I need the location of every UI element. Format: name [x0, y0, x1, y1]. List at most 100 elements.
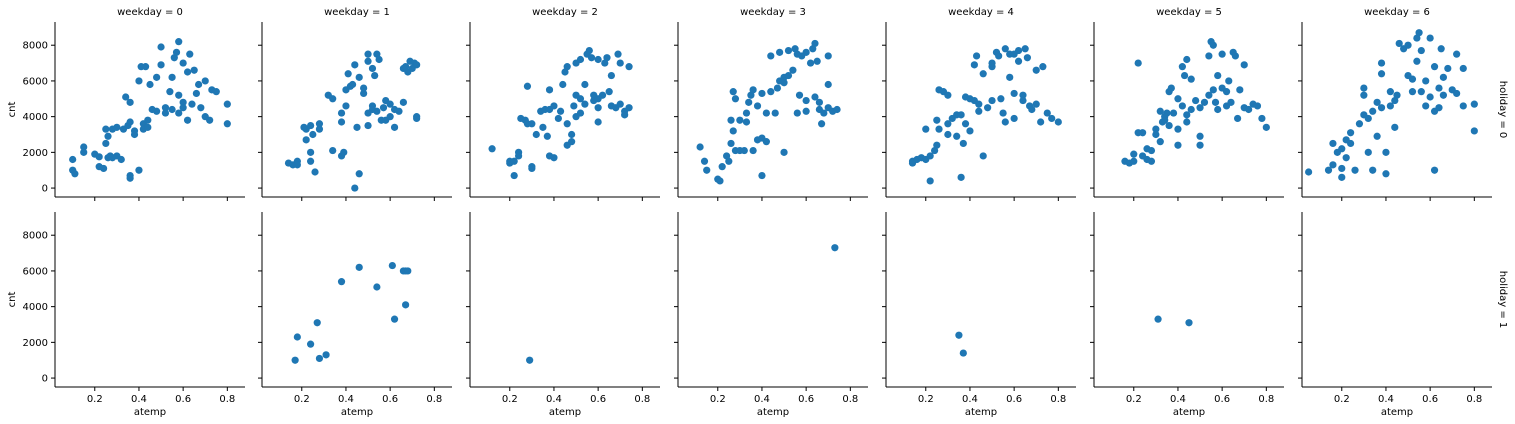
- scatter-point: [1054, 118, 1062, 126]
- scatter-point: [813, 57, 821, 65]
- scatter-point: [581, 100, 589, 108]
- scatter-point: [1152, 125, 1160, 133]
- scatter-point: [550, 154, 558, 162]
- scatter-point: [404, 267, 412, 275]
- scatter-point: [130, 130, 139, 139]
- scatter-point: [309, 130, 317, 139]
- scatter-point: [360, 84, 368, 92]
- facet-column-title: weekday = 1: [324, 7, 390, 18]
- scatter-point: [731, 95, 740, 103]
- scatter-point: [1329, 161, 1337, 169]
- scatter-point: [355, 263, 363, 271]
- facet-column-title: weekday = 5: [1156, 7, 1222, 18]
- scatter-point: [1010, 89, 1018, 98]
- scatter-point: [1470, 127, 1478, 135]
- scatter-point: [179, 59, 187, 67]
- scatter-point: [195, 80, 203, 89]
- scatter-point: [1377, 59, 1386, 67]
- scatter-point: [1240, 61, 1248, 69]
- scatter-point: [1001, 118, 1009, 126]
- x-tick-label: 0.4: [1170, 394, 1186, 405]
- scatter-point: [824, 52, 832, 60]
- scatter-point: [102, 139, 110, 148]
- facet-column-title: weekday = 0: [117, 7, 183, 18]
- scatter-point: [1147, 157, 1156, 165]
- scatter-point: [1364, 114, 1372, 123]
- x-tick-label: 0.8: [1258, 394, 1274, 405]
- scatter-point: [351, 61, 359, 69]
- x-tick-label: 0.6: [1422, 394, 1438, 405]
- scatter-point: [1187, 75, 1195, 83]
- scatter-point: [1393, 91, 1401, 99]
- scatter-point: [559, 80, 567, 89]
- y-axis-label: cnt: [7, 292, 18, 308]
- scatter-point: [1174, 125, 1182, 133]
- scatter-point: [1437, 45, 1445, 53]
- scatter-point: [322, 351, 330, 359]
- scatter-point: [820, 109, 828, 117]
- scatter-point: [784, 71, 793, 80]
- scatter-point: [166, 88, 174, 96]
- scatter-point: [307, 157, 315, 165]
- scatter-point: [1439, 91, 1447, 99]
- scatter-point: [1209, 41, 1217, 49]
- scatter-point: [1377, 70, 1386, 78]
- scatter-point: [1391, 123, 1399, 131]
- x-tick-label: 0.4: [338, 394, 354, 405]
- scatter-point: [386, 100, 394, 108]
- scatter-point: [1364, 148, 1372, 156]
- scatter-point: [1435, 84, 1443, 92]
- scatter-point: [1347, 139, 1355, 148]
- scatter-point: [1245, 105, 1253, 114]
- scatter-point: [1262, 123, 1270, 131]
- scatter-point: [1167, 84, 1175, 92]
- scatter-point: [811, 93, 819, 101]
- scatter-point: [315, 354, 324, 363]
- scatter-point: [1021, 45, 1029, 53]
- scatter-point: [102, 125, 110, 133]
- scatter-point: [315, 120, 324, 128]
- scatter-point: [818, 120, 826, 128]
- scatter-point: [1043, 109, 1051, 117]
- x-tick-label: 0.4: [546, 394, 562, 405]
- scatter-point: [179, 104, 187, 112]
- scatter-point: [543, 132, 551, 140]
- scatter-point: [806, 59, 815, 67]
- scatter-point: [388, 261, 396, 270]
- x-tick-label: 0.6: [382, 394, 398, 405]
- scatter-point: [1183, 118, 1191, 126]
- scatter-point: [616, 100, 624, 108]
- scatter-point: [351, 184, 359, 192]
- scatter-point: [725, 157, 733, 165]
- scatter-point: [979, 152, 987, 160]
- scatter-point: [959, 349, 967, 357]
- scatter-point: [970, 61, 978, 69]
- scatter-point: [144, 123, 152, 131]
- scatter-point: [1147, 146, 1156, 155]
- scatter-point: [157, 61, 165, 69]
- scatter-point: [616, 59, 624, 67]
- y-tick-label: 4000: [23, 112, 48, 123]
- scatter-point: [1205, 91, 1213, 99]
- x-axis-label: atemp: [757, 407, 789, 418]
- scatter-point: [1360, 84, 1368, 92]
- scatter-point: [793, 109, 801, 117]
- scatter-point: [729, 88, 737, 96]
- scatter-point: [342, 102, 350, 110]
- scatter-point: [223, 120, 231, 128]
- scatter-point: [1154, 315, 1162, 323]
- scatter-point: [780, 148, 788, 156]
- x-axis-label: atemp: [965, 407, 997, 418]
- scatter-point: [742, 109, 751, 117]
- scatter-point: [955, 331, 963, 339]
- scatter-point: [141, 63, 150, 71]
- scatter-point: [576, 95, 585, 103]
- scatter-point: [1373, 132, 1381, 140]
- scatter-point: [307, 121, 315, 130]
- scatter-point: [1211, 98, 1220, 106]
- scatter-point: [833, 105, 841, 114]
- x-tick-label: 0.6: [175, 394, 191, 405]
- scatter-point: [585, 46, 593, 55]
- scatter-point: [1200, 98, 1209, 106]
- scatter-point: [718, 163, 726, 171]
